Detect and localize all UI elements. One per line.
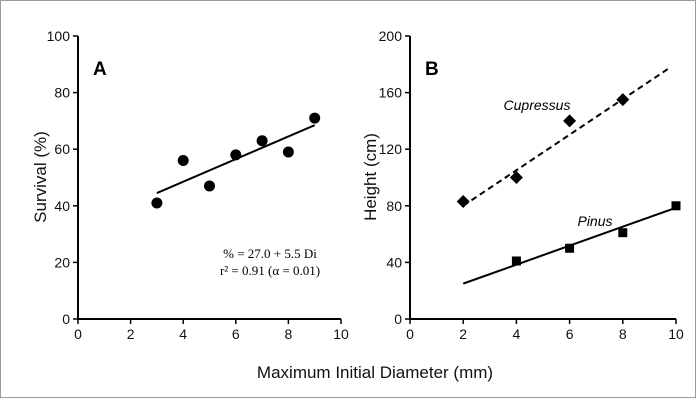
panel-b-series-1-point [618, 228, 628, 238]
panel-a-x-tick-label: 2 [127, 326, 135, 342]
panel-b-y-tick-label: 160 [379, 85, 403, 101]
panel-a-series-0-point [256, 135, 268, 147]
panel-b-y-tick-label: 80 [386, 198, 402, 214]
panel-b-series-1-point [671, 201, 681, 211]
panel-a-x-tick-label: 8 [285, 326, 293, 342]
panel-a-label: A [93, 59, 107, 80]
panel-a-y-tick-label: 20 [54, 254, 70, 270]
panel-a-r-squared: r² = 0.91 (α = 0.01) [220, 263, 320, 278]
panel-a-series-0-point [204, 180, 215, 192]
series-label-cupressus: Cupressus [504, 97, 571, 113]
panel-b-y-tick-label: 40 [386, 254, 402, 270]
panel-a-equation: % = 27.0 + 5.5 Di [223, 246, 317, 261]
panel-a-y-tick-label: 0 [62, 311, 70, 327]
panel-b-x-tick-label: 0 [406, 326, 414, 342]
panel-a-chart: Survival (%) A % = 27.0 + 5.5 Di r² = 0.… [31, 28, 349, 342]
series-label-pinus: Pinus [577, 213, 612, 229]
panel-a-y-tick-label: 80 [54, 85, 70, 101]
panel-b-series-1-point [565, 243, 575, 253]
panel-b-x-tick-label: 8 [619, 326, 627, 342]
panel-b-x-tick-label: 6 [566, 326, 574, 342]
panel-b-y-tick-label: 200 [379, 28, 403, 44]
panel-a-y-tick-label: 60 [54, 141, 70, 157]
panel-b-y-tick-label: 0 [394, 311, 402, 327]
panel-b-x-tick-label: 2 [459, 326, 467, 342]
shared-x-axis-title: Maximum Initial Diameter (mm) [257, 363, 493, 382]
panel-b-chart: Height (cm) B Cupressus Pinus 0 2 4 6 8 10 0 40… [361, 28, 684, 342]
panel-b-y-axis-title: Height (cm) [361, 133, 380, 221]
panel-b-series-0-point [456, 195, 470, 209]
panel-b-label: B [425, 59, 439, 80]
panel-a-y-axis-title: Survival (%) [31, 131, 50, 223]
panel-a-series-0-point [309, 112, 321, 124]
panel-a-series-0-point [230, 149, 242, 161]
panel-a-x-tick-label: 10 [333, 326, 349, 342]
panel-b-x-tick-label: 10 [668, 326, 684, 342]
panel-b-y-tick-label: 120 [379, 141, 403, 157]
panel-b-series-0-point [563, 114, 577, 128]
panel-b-series-1-point [511, 256, 521, 266]
panel-b-series-0-point [616, 93, 630, 107]
panel-b-series-0-point [509, 171, 523, 184]
panel-b-x-tick-label: 4 [513, 326, 521, 342]
panel-b-axes [409, 36, 676, 320]
panel-a-y-tick-label: 40 [54, 198, 70, 214]
panel-a-x-tick-label: 4 [179, 326, 187, 342]
panel-a-series-0-point [151, 197, 163, 209]
panel-a-series-0-point [177, 155, 189, 167]
panel-a-series-0-point [282, 146, 294, 158]
panel-a-x-tick-label: 6 [232, 326, 240, 342]
panel-b-series-0-fit-line [462, 66, 672, 207]
panel-a-y-tick-label: 100 [47, 28, 71, 44]
panel-a-x-tick-label: 0 [74, 326, 82, 342]
